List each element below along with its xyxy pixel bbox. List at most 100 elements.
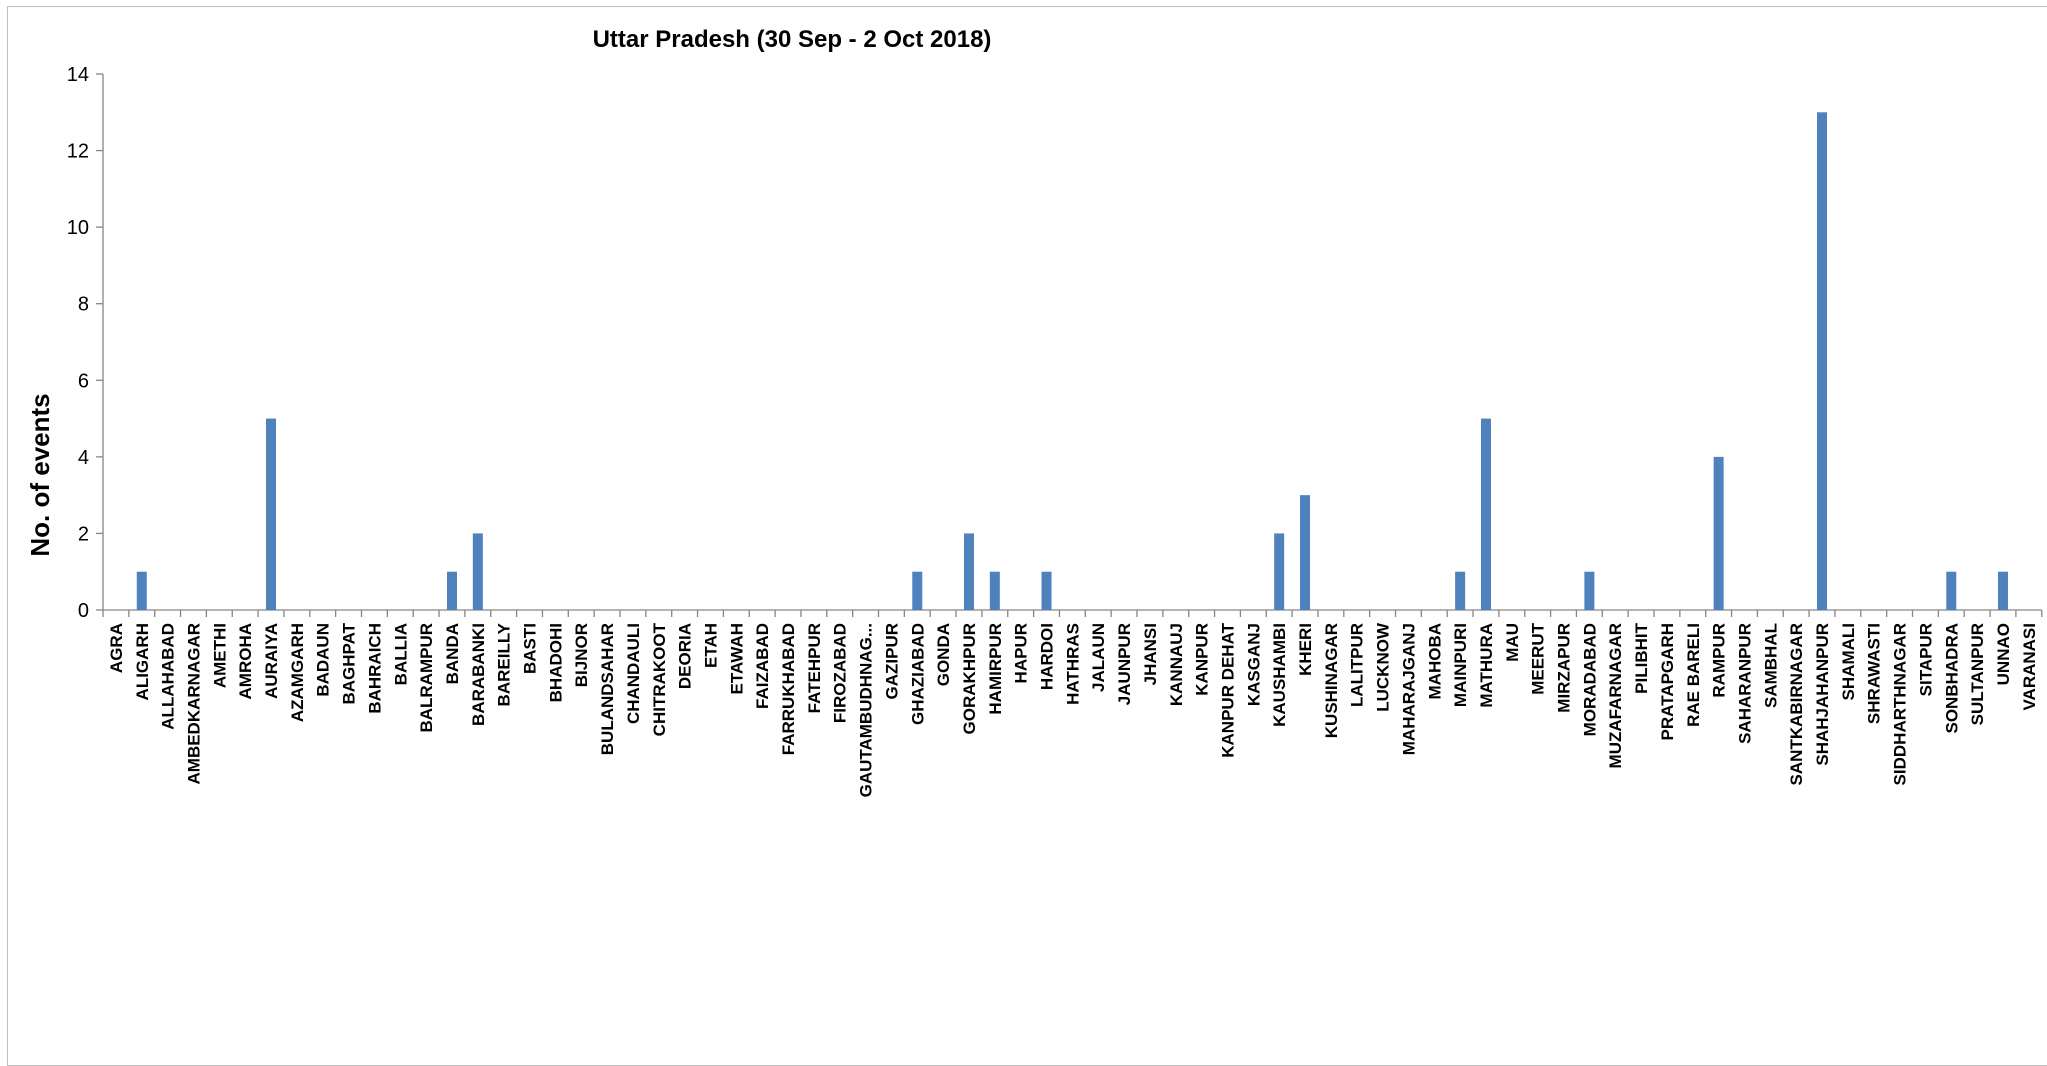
bar [1480, 418, 1491, 610]
x-tick-label: KAUSHAMBI [1270, 623, 1289, 727]
x-tick-label: ALIGARH [133, 623, 152, 700]
bar [136, 571, 147, 610]
bar [1274, 533, 1285, 610]
x-tick-label: KANPUR DEHAT [1218, 622, 1237, 757]
bar [963, 533, 974, 610]
x-tick-label: AGRA [107, 623, 126, 673]
x-tick-label: MAHARAJGANJ [1399, 623, 1418, 755]
x-tick-label: RAE BARELI [1684, 623, 1703, 727]
x-tick-label: AMBEDKARNAGAR [184, 623, 203, 785]
x-tick-label: HATHRAS [1063, 623, 1082, 705]
x-tick-label: MATHURA [1477, 623, 1496, 708]
x-tick-label: JAUNPUR [1115, 623, 1134, 705]
x-tick-label: SANTKABIRNAGAR [1787, 623, 1806, 785]
y-axis: 0 2 4 6 8 10 12 14 [67, 64, 104, 622]
x-tick-label: BAHRAICH [365, 623, 384, 714]
bar [1713, 456, 1724, 610]
bar [1817, 112, 1828, 611]
x-tick-label: HARDOI [1038, 623, 1057, 690]
bar [1300, 495, 1311, 610]
x-tick-label: HAPUR [1012, 623, 1031, 683]
x-tick-label: ETAWAH [727, 623, 746, 694]
x-tick-label: SAHARANPUR [1735, 623, 1754, 744]
x-tick-label: MAHOBA [1425, 623, 1444, 700]
x-tick-label: CHANDAULI [624, 623, 643, 724]
x-tick-label: SHAHJAHANPUR [1813, 623, 1832, 766]
x-tick-label: RAMPUR [1710, 623, 1729, 698]
bar [446, 571, 457, 610]
y-tick-label: 2 [78, 523, 89, 545]
x-tick-label: GONDA [934, 623, 953, 686]
x-tick-label: LALITPUR [1348, 623, 1367, 707]
bar [1455, 571, 1466, 610]
x-tick-label: FIROZABAD [831, 623, 850, 723]
y-axis-label: No. of events [25, 393, 55, 556]
x-tick-label: MUZAFARNAGAR [1606, 623, 1625, 768]
x-tick-label: UNNAO [1994, 623, 2013, 685]
x-tick-label: PILIBHIT [1632, 622, 1651, 693]
bar [989, 571, 1000, 610]
x-tick-label: KUSHINAGAR [1322, 623, 1341, 738]
x-tick-label: KANNAUJ [1167, 623, 1186, 706]
x-tick-label: FARRUKHABAD [779, 623, 798, 755]
x-tick-label: SAMBHAL [1761, 623, 1780, 708]
x-tick-label: AMETHI [210, 623, 229, 688]
x-tick-label: MEERUT [1529, 622, 1548, 694]
y-tick-label: 8 [78, 294, 89, 316]
x-tick-label: BULANDSAHAR [598, 623, 617, 755]
x-tick-label: FATEHPUR [805, 623, 824, 713]
x-tick-label: VARANASI [2020, 623, 2039, 711]
x-tick-label: BALRAMPUR [417, 623, 436, 733]
x-tick-label: GAZIPUR [882, 623, 901, 700]
chart-area [7, 6, 2047, 1066]
x-tick-label: MORADABAD [1580, 623, 1599, 736]
bar [266, 418, 277, 610]
x-tick-label: PRATAPGARH [1658, 623, 1677, 740]
x-tick-label: SITAPUR [1916, 623, 1935, 696]
x-tick-label: GHAZIABAD [908, 623, 927, 725]
x-tick-label: MIRZAPUR [1555, 623, 1574, 713]
x-tick-label: BALLIA [391, 623, 410, 685]
y-tick-label: 10 [67, 217, 89, 239]
x-tick-label: KASGANJ [1244, 623, 1263, 706]
y-tick-label: 0 [78, 600, 89, 622]
x-tick-label: SONBHADRA [1942, 623, 1961, 734]
x-tick-label: BADAUN [314, 623, 333, 697]
y-tick-label: 4 [78, 447, 89, 469]
x-tick-label: BAGHPAT [340, 622, 359, 704]
x-tick-label: MAINPURI [1451, 623, 1470, 707]
y-tick-label: 6 [78, 370, 89, 392]
bar [1946, 571, 1957, 610]
x-tick-label: SULTANPUR [1968, 623, 1987, 725]
x-tick-label: SHAMALI [1839, 623, 1858, 700]
x-tick-label: HAMIRPUR [986, 623, 1005, 715]
x-tick-label: BIJNOR [572, 623, 591, 687]
x-tick-label: JALAUN [1089, 623, 1108, 692]
x-axis: AGRA ALIGARH ALLAHABAD AMBEDKARNAGAR AMETHI A… [102, 609, 2043, 797]
x-tick-label: LUCKNOW [1374, 622, 1393, 712]
x-tick-label: BASTI [521, 623, 540, 674]
x-tick-label: DEORIA [676, 623, 695, 689]
y-tick-label: 14 [67, 64, 89, 86]
x-tick-label: GORAKHPUR [960, 623, 979, 734]
x-tick-label: GAUTAMBUDHNAG... [857, 623, 876, 797]
bar [1584, 571, 1595, 610]
x-tick-label: AURAIYA [262, 623, 281, 699]
x-tick-label: SHRAWASTI [1865, 623, 1884, 724]
bar [472, 533, 483, 610]
x-tick-label: BAREILLY [495, 622, 514, 706]
x-tick-label: AZAMGARH [288, 623, 307, 722]
bars [136, 112, 2008, 611]
bar [912, 571, 923, 610]
y-tick-label: 12 [67, 141, 89, 163]
x-tick-label: BARABANKI [469, 623, 488, 726]
x-tick-label: SIDDHARTHNAGAR [1891, 623, 1910, 785]
chart-title: Uttar Pradesh (30 Sep - 2 Oct 2018) [593, 26, 992, 53]
x-tick-label: MAU [1503, 623, 1522, 662]
x-tick-label: CHITRAKOOT [650, 622, 669, 736]
x-tick-label: ALLAHABAD [159, 623, 178, 730]
x-tick-label: ETAH [701, 623, 720, 668]
bar [1041, 571, 1052, 610]
x-tick-label: KANPUR [1193, 623, 1212, 696]
